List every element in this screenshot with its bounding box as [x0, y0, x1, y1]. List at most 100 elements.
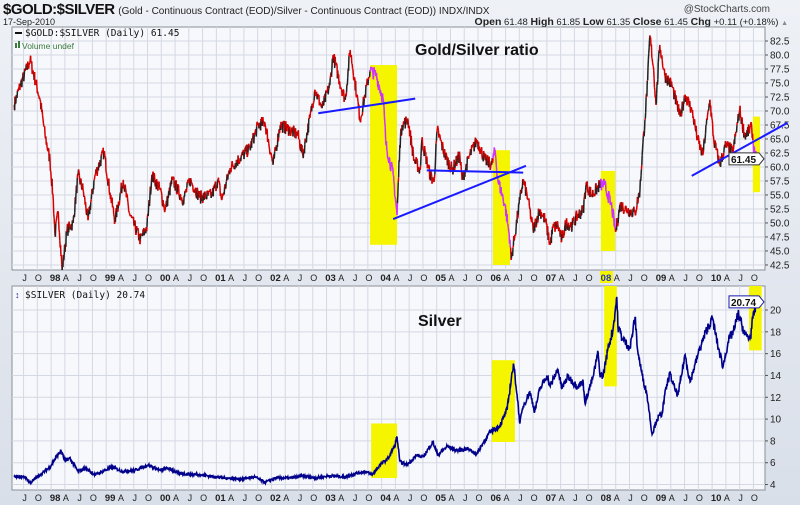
x-tick-label: 98 — [50, 273, 61, 284]
y-tick-label: 60.0 — [770, 162, 790, 173]
x-tick-label: O — [751, 493, 758, 503]
brand-watermark[interactable]: @StockCharts.com — [683, 4, 770, 15]
x-tick-label: 05 — [435, 273, 446, 284]
highlight-box — [370, 65, 398, 245]
x-tick-label: O — [310, 493, 317, 503]
y-tick-label: 55.0 — [770, 190, 790, 201]
x-tick-label: A — [724, 493, 730, 503]
x-tick-label: O — [476, 273, 483, 283]
y-tick-label: 6 — [770, 458, 776, 469]
x-tick-label: O — [365, 273, 372, 283]
x-tick-label: O — [420, 273, 427, 283]
x-tick-label: 02 — [270, 273, 281, 284]
highlight-box — [599, 271, 613, 283]
x-tick-label: J — [188, 273, 193, 283]
chart-annotation-title: Silver — [418, 313, 462, 330]
legend-label: $GOLD:$SILVER (Daily) 61.45 — [25, 28, 179, 39]
y-tick-label: 82.5 — [770, 36, 790, 47]
bar-chart-icon: ↕ — [15, 290, 20, 300]
x-tick-label: 99 — [105, 493, 116, 504]
symbol-description: (Gold - Continuous Contract (EOD)/Silver… — [118, 6, 490, 17]
high-value: 61.85 — [556, 17, 581, 28]
chg-value: +0.11 (+0.18%) — [713, 17, 779, 28]
x-tick-label: 06 — [490, 273, 501, 284]
y-tick-label: 62.5 — [770, 148, 790, 159]
x-tick-label: J — [298, 273, 303, 283]
highlight-box — [491, 360, 515, 442]
x-tick-label: 01 — [215, 273, 226, 284]
x-tick-label: 04 — [380, 493, 391, 504]
x-tick-label: A — [63, 493, 69, 503]
y-tick-label: 57.5 — [770, 176, 790, 187]
x-tick-label: O — [255, 493, 262, 503]
x-tick-label: A — [504, 273, 510, 283]
x-tick-label: J — [573, 493, 578, 503]
x-tick-label: A — [63, 273, 69, 283]
x-tick-label: 07 — [546, 493, 557, 504]
x-tick-label: 98 — [50, 493, 61, 504]
chart-symbol-title: $GOLD:$SILVER (Gold - Continuous Contrac… — [3, 1, 489, 18]
x-tick-label: A — [173, 493, 179, 503]
x-tick-label: O — [586, 493, 593, 503]
x-tick-label: A — [283, 273, 289, 283]
x-tick-label: J — [132, 493, 137, 503]
y-tick-label: 77.5 — [770, 64, 790, 75]
x-tick-label: J — [77, 273, 82, 283]
x-tick-label: O — [641, 493, 648, 503]
x-tick-label: J — [353, 273, 358, 283]
highlight-box — [492, 150, 510, 265]
x-tick-label: 07 — [546, 273, 557, 284]
x-tick-label: 03 — [325, 493, 336, 504]
x-tick-label: 00 — [160, 493, 171, 504]
x-tick-label: 06 — [490, 493, 501, 504]
silver-price-line — [13, 296, 758, 487]
y-tick-label: 45.0 — [770, 246, 790, 257]
y-tick-label: 50.0 — [770, 218, 790, 229]
x-tick-label: A — [393, 273, 399, 283]
x-tick-label: A — [118, 493, 124, 503]
x-tick-label: J — [683, 273, 688, 283]
volume-icon — [15, 43, 17, 48]
x-tick-label: J — [77, 493, 82, 503]
x-tick-label: A — [559, 273, 565, 283]
y-tick-label: 16 — [770, 349, 782, 360]
y-tick-label: 4 — [770, 480, 776, 491]
x-tick-label: J — [353, 493, 358, 503]
x-tick-label: J — [243, 493, 248, 503]
x-tick-label: J — [738, 493, 743, 503]
close-label: Close — [632, 16, 662, 28]
low-label: Low — [582, 16, 604, 28]
last-value-tag — [728, 152, 765, 166]
open-value: 61.48 — [504, 17, 528, 28]
x-tick-label: J — [188, 493, 193, 503]
x-tick-label: A — [228, 273, 234, 283]
x-tick-label: O — [586, 273, 593, 283]
x-tick-label: A — [338, 493, 344, 503]
x-tick-label: O — [35, 493, 42, 503]
x-tick-label: A — [504, 493, 510, 503]
y-tick-label: 8 — [770, 436, 776, 447]
high-label: High — [530, 16, 554, 28]
y-tick-label: 72.5 — [770, 92, 790, 103]
y-tick-label: 75.0 — [770, 78, 790, 89]
x-tick-label: 03 — [325, 273, 336, 284]
x-tick-label: O — [200, 273, 207, 283]
x-tick-label: O — [420, 493, 427, 503]
x-tick-label: A — [614, 273, 620, 283]
x-tick-label: J — [518, 493, 523, 503]
y-tick-label: 18 — [770, 327, 782, 338]
x-tick-label: O — [476, 493, 483, 503]
x-tick-label: J — [518, 273, 523, 283]
x-tick-label: 02 — [270, 493, 281, 504]
x-tick-label: O — [531, 493, 538, 503]
chart-annotation-title: Gold/Silver ratio — [415, 42, 539, 59]
x-tick-label: O — [145, 493, 152, 503]
x-tick-label: O — [531, 273, 538, 283]
x-tick-label: O — [90, 273, 97, 283]
y-tick-label: 14 — [770, 371, 782, 382]
open-label: Open — [474, 16, 502, 28]
x-tick-label: 08 — [601, 493, 612, 504]
x-tick-label: O — [751, 273, 758, 283]
x-tick-label: J — [408, 273, 413, 283]
